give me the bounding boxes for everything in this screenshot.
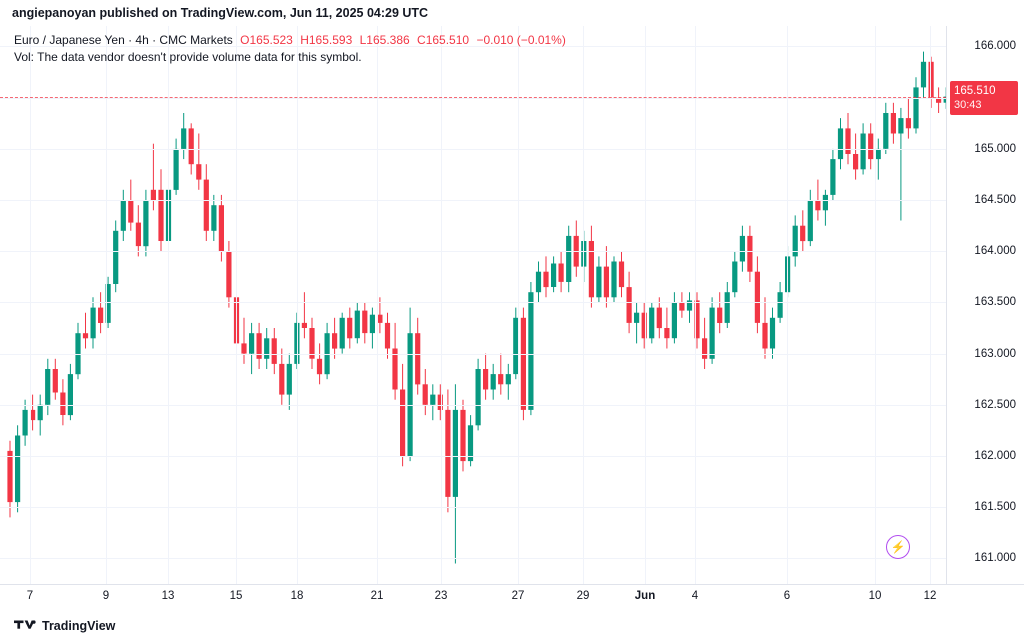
price-tick-label: 165.000 (974, 142, 1016, 155)
gridline-vertical (30, 26, 31, 584)
gridline-vertical (787, 26, 788, 584)
time-tick-label: 27 (511, 590, 525, 602)
gridline-vertical (377, 26, 378, 584)
gridline-horizontal (0, 354, 946, 355)
legend-volume-note: Vol: The data vendor doesn't provide vol… (14, 50, 362, 64)
gridline-horizontal (0, 200, 946, 201)
last-price-value: 165.510 (954, 84, 996, 97)
tradingview-logo-icon (14, 618, 36, 634)
legend-low-label: L (359, 33, 367, 47)
time-tick-label: 9 (102, 590, 110, 602)
last-price-badge[interactable]: 165.510 30:43 (950, 80, 1018, 115)
legend-change: −0.010 (−0.01%) (476, 33, 566, 47)
last-price-line (0, 96, 946, 98)
time-tick-label: 10 (868, 590, 882, 602)
gridline-vertical (645, 26, 646, 584)
gridline-horizontal (0, 456, 946, 457)
gridline-vertical (583, 26, 584, 584)
price-axis-divider (946, 26, 947, 584)
time-tick-label: 7 (26, 590, 34, 602)
gridline-vertical (168, 26, 169, 584)
gridline-horizontal (0, 46, 946, 47)
legend-high-label: H (300, 33, 309, 47)
gridline-vertical (518, 26, 519, 584)
chart-container[interactable]: Euro / Japanese Yen · 4h · CMC Markets O… (0, 26, 1024, 616)
legend-close-value: 165.510 (425, 33, 470, 47)
time-tick-label: 29 (576, 590, 590, 602)
attribution-bar: angiepanoyan published on TradingView.co… (0, 0, 1024, 26)
price-tick-label: 163.000 (974, 347, 1016, 360)
time-tick-label: 21 (370, 590, 384, 602)
price-tick-label: 163.500 (974, 296, 1016, 309)
gridline-horizontal (0, 98, 946, 99)
time-tick-label: 12 (923, 590, 937, 602)
legend-close-label: C (417, 33, 426, 47)
time-tick-label: 4 (691, 590, 699, 602)
gridline-horizontal (0, 405, 946, 406)
gridline-vertical (930, 26, 931, 584)
plot-area[interactable] (0, 26, 946, 584)
legend-low-value: 165.386 (366, 33, 410, 47)
time-tick-label: 23 (434, 590, 448, 602)
legend-open-label: O (240, 33, 250, 47)
gridline-horizontal (0, 251, 946, 252)
legend-symbol[interactable]: Euro / Japanese Yen · 4h · CMC Markets (14, 33, 233, 47)
price-tick-label: 162.500 (974, 398, 1016, 411)
time-tick-label: 6 (783, 590, 791, 602)
time-tick-label: 13 (161, 590, 175, 602)
footer-brand-label: TradingView (42, 619, 116, 633)
candlestick-series (7, 51, 946, 564)
gridline-horizontal (0, 507, 946, 508)
gridline-horizontal (0, 302, 946, 303)
time-axis-divider (0, 584, 1024, 585)
gridline-horizontal (0, 558, 946, 559)
gridline-vertical (297, 26, 298, 584)
chart-legend: Euro / Japanese Yen · 4h · CMC Markets O… (14, 32, 566, 66)
legend-high-value: 165.593 (308, 33, 353, 47)
gridline-vertical (875, 26, 876, 584)
price-tick-label: 164.000 (974, 245, 1016, 258)
price-tick-label: 161.000 (974, 552, 1016, 565)
price-tick-label: 166.000 (974, 40, 1016, 53)
lightning-bolt-icon[interactable]: ⚡ (886, 535, 910, 559)
time-axis[interactable]: 7 9 13 15 18 21 23 27 29 Jun 4 6 10 12 (0, 584, 946, 616)
price-tick-label: 161.500 (974, 501, 1016, 514)
price-tick-label: 164.500 (974, 194, 1016, 207)
time-tick-label: 18 (290, 590, 304, 602)
gridline-vertical (695, 26, 696, 584)
attribution-text: angiepanoyan published on TradingView.co… (12, 6, 429, 20)
footer-brand[interactable]: TradingView (14, 618, 115, 634)
gridline-horizontal (0, 149, 946, 150)
gridline-vertical (236, 26, 237, 584)
time-tick-label: 15 (229, 590, 243, 602)
time-tick-label: Jun (634, 590, 656, 602)
legend-open-value: 165.523 (249, 33, 293, 47)
last-price-countdown: 30:43 (954, 98, 982, 111)
gridline-vertical (106, 26, 107, 584)
price-tick-label: 162.000 (974, 450, 1016, 463)
gridline-vertical (441, 26, 442, 584)
